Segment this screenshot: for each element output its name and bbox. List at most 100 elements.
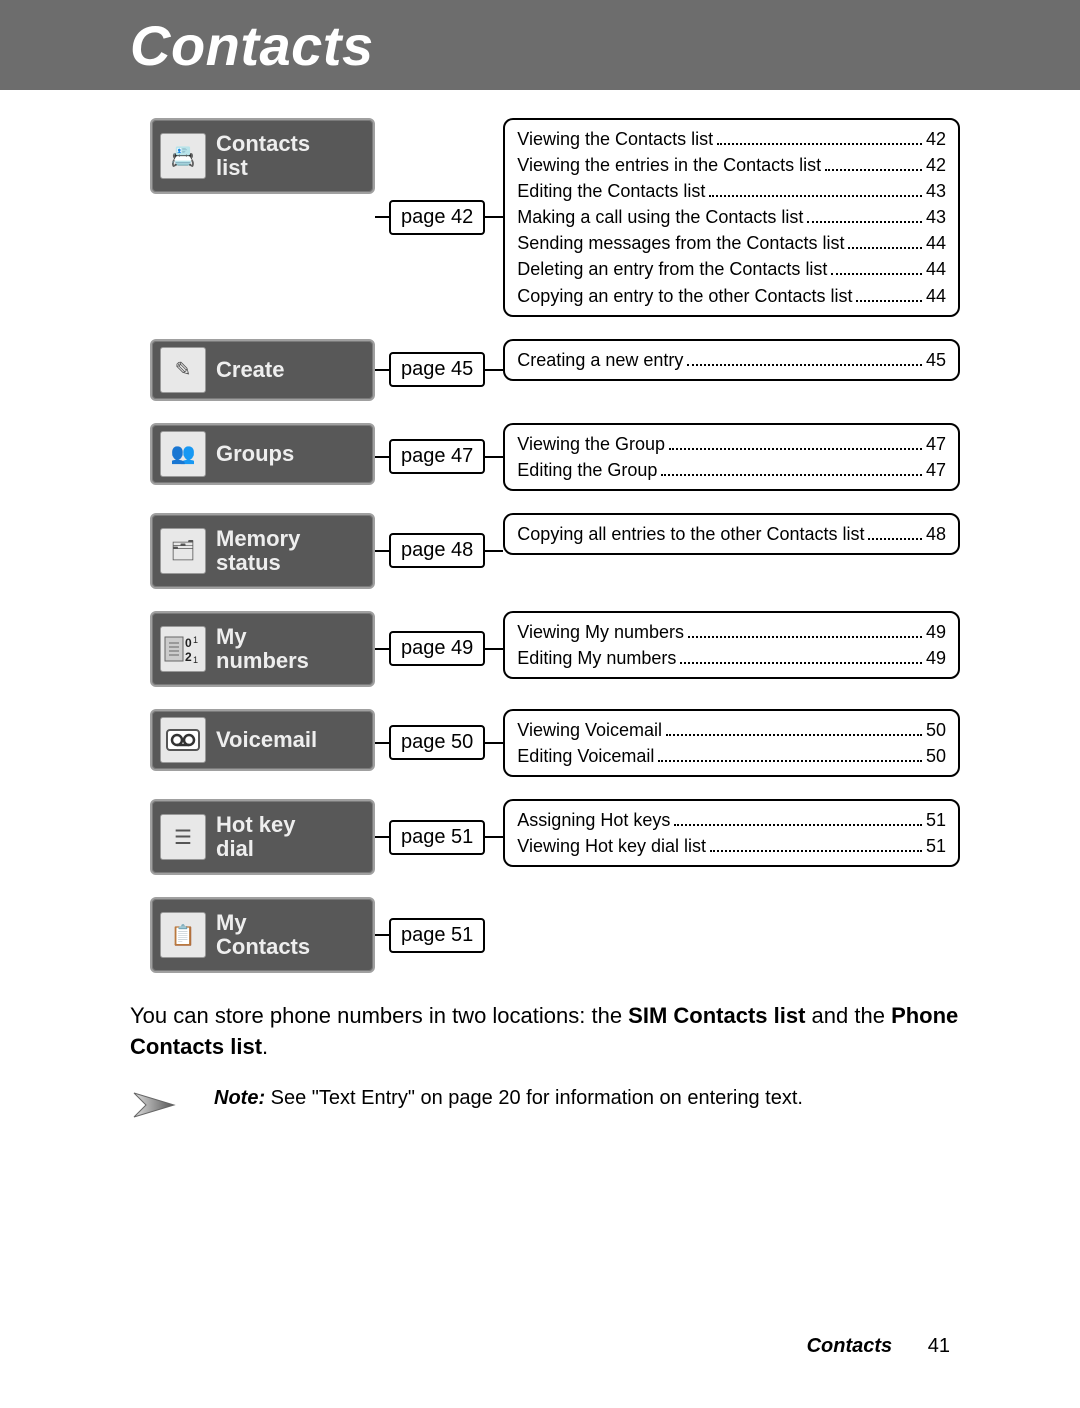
intro-prefix: You can store phone numbers in two locat… bbox=[130, 1003, 628, 1028]
menu-label: Memory status bbox=[216, 527, 300, 575]
detail-page: 42 bbox=[926, 126, 946, 152]
detail-row: Viewing Voicemail 50 bbox=[517, 717, 946, 743]
note-bold: Note: bbox=[214, 1087, 265, 1109]
detail-page: 45 bbox=[926, 347, 946, 373]
detail-row: Editing Voicemail50 bbox=[517, 743, 946, 769]
detail-row: Deleting an entry from the Contacts list… bbox=[517, 256, 946, 282]
connector bbox=[375, 648, 389, 650]
detail-row: Assigning Hot keys51 bbox=[517, 807, 946, 833]
menu-label: Contacts list bbox=[216, 132, 310, 180]
page-box: page 50 bbox=[389, 725, 485, 760]
detail-row: Viewing the Group 47 bbox=[517, 431, 946, 457]
footer-page-number: 41 bbox=[928, 1335, 950, 1357]
connector bbox=[485, 836, 503, 838]
page-box: page 51 bbox=[389, 820, 485, 855]
section-row: ✎Create page 45 Creating a new entry 45 bbox=[150, 339, 960, 401]
leader-dots bbox=[848, 233, 922, 249]
menu-label: Groups bbox=[216, 442, 294, 466]
detail-label: Editing My numbers bbox=[517, 645, 676, 671]
section-row: 🗂Memory statuspage 48Copying all entries… bbox=[150, 513, 960, 589]
connector bbox=[485, 216, 503, 218]
detail-label: Viewing the Group bbox=[517, 431, 665, 457]
connector bbox=[485, 742, 503, 744]
svg-text:2: 2 bbox=[185, 650, 192, 664]
connector bbox=[375, 934, 389, 936]
detail-label: Editing Voicemail bbox=[517, 743, 654, 769]
leader-dots bbox=[868, 524, 921, 540]
detail-box: Viewing the Contacts list42Viewing the e… bbox=[503, 118, 960, 317]
menu-card[interactable]: Voicemail bbox=[150, 709, 375, 771]
detail-box: Viewing My numbers 49Editing My numbers49 bbox=[503, 611, 960, 679]
leader-dots bbox=[717, 129, 922, 145]
note-text-container: Note: See "Text Entry" on page 20 for in… bbox=[214, 1087, 803, 1110]
detail-row: Editing the Contacts list43 bbox=[517, 178, 946, 204]
header-bar: Contacts bbox=[0, 0, 1080, 90]
detail-row: Copying an entry to the other Contacts l… bbox=[517, 283, 946, 309]
sections-container: 📇Contacts listpage 42Viewing the Contact… bbox=[0, 90, 1080, 973]
page-box: page 47 bbox=[389, 439, 485, 474]
page-footer: Contacts 41 bbox=[807, 1335, 950, 1358]
detail-box: Copying all entries to the other Contact… bbox=[503, 513, 960, 555]
page-box: page 49 bbox=[389, 631, 485, 666]
detail-box: Viewing the Group47Editing the Group47 bbox=[503, 423, 960, 491]
intro-suffix: . bbox=[262, 1034, 268, 1059]
note-row: Note: See "Text Entry" on page 20 for in… bbox=[0, 1087, 1080, 1123]
menu-card[interactable]: 🗂Memory status bbox=[150, 513, 375, 589]
leader-dots bbox=[688, 622, 922, 638]
memory-status-icon: 🗂 bbox=[160, 528, 206, 574]
detail-row: Copying all entries to the other Contact… bbox=[517, 521, 946, 547]
detail-page: 44 bbox=[926, 230, 946, 256]
detail-label: Viewing Voicemail bbox=[517, 717, 662, 743]
detail-row: Viewing the entries in the Contacts list… bbox=[517, 152, 946, 178]
menu-label: Create bbox=[216, 358, 284, 382]
menu-label: My Contacts bbox=[216, 911, 310, 959]
detail-row: Sending messages from the Contacts list 4… bbox=[517, 230, 946, 256]
connector bbox=[375, 369, 389, 371]
menu-card[interactable]: ☰Hot key dial bbox=[150, 799, 375, 875]
menu-card[interactable]: 📇Contacts list bbox=[150, 118, 375, 194]
my-contacts-icon: 📋 bbox=[160, 912, 206, 958]
leader-dots bbox=[661, 460, 922, 476]
menu-card[interactable]: 📋My Contacts bbox=[150, 897, 375, 973]
detail-page: 49 bbox=[926, 619, 946, 645]
connector bbox=[485, 369, 503, 371]
connector bbox=[375, 742, 389, 744]
detail-label: Editing the Contacts list bbox=[517, 178, 705, 204]
detail-page: 42 bbox=[926, 152, 946, 178]
detail-label: Sending messages from the Contacts list bbox=[517, 230, 844, 256]
leader-dots bbox=[658, 746, 922, 762]
connector bbox=[485, 648, 503, 650]
section-row: Voicemailpage 50Viewing Voicemail50Editi… bbox=[150, 709, 960, 777]
connector bbox=[375, 456, 389, 458]
section-row: 0121My numbers page 49 Viewing My numbers 4… bbox=[150, 611, 960, 687]
connector bbox=[375, 836, 389, 838]
detail-page: 47 bbox=[926, 431, 946, 457]
voicemail-icon bbox=[160, 717, 206, 763]
page-box: page 45 bbox=[389, 352, 485, 387]
contacts-list-icon: 📇 bbox=[160, 133, 206, 179]
detail-label: Making a call using the Contacts list bbox=[517, 204, 803, 230]
menu-card[interactable]: ✎Create bbox=[150, 339, 375, 401]
detail-page: 47 bbox=[926, 457, 946, 483]
detail-label: Viewing Hot key dial list bbox=[517, 833, 706, 859]
leader-dots bbox=[807, 207, 922, 223]
leader-dots bbox=[831, 259, 922, 275]
detail-row: Creating a new entry 45 bbox=[517, 347, 946, 373]
intro-bold1: SIM Contacts list bbox=[628, 1003, 805, 1028]
leader-dots bbox=[825, 155, 922, 171]
section-row: 📋My Contactspage 51 bbox=[150, 897, 960, 973]
menu-card[interactable]: 0121My numbers bbox=[150, 611, 375, 687]
detail-page: 50 bbox=[926, 717, 946, 743]
detail-page: 43 bbox=[926, 204, 946, 230]
detail-row: Viewing Hot key dial list51 bbox=[517, 833, 946, 859]
my-numbers-icon: 0121 bbox=[160, 626, 206, 672]
detail-label: Creating a new entry bbox=[517, 347, 683, 373]
leader-dots bbox=[674, 810, 922, 826]
detail-label: Copying an entry to the other Contacts l… bbox=[517, 283, 852, 309]
detail-box: Viewing Voicemail 50Editing Voicemail50 bbox=[503, 709, 960, 777]
svg-text:1: 1 bbox=[193, 655, 198, 665]
detail-row: Editing My numbers49 bbox=[517, 645, 946, 671]
note-text: See "Text Entry" on page 20 for informat… bbox=[265, 1087, 803, 1109]
menu-card[interactable]: 👥Groups bbox=[150, 423, 375, 485]
detail-label: Viewing My numbers bbox=[517, 619, 684, 645]
